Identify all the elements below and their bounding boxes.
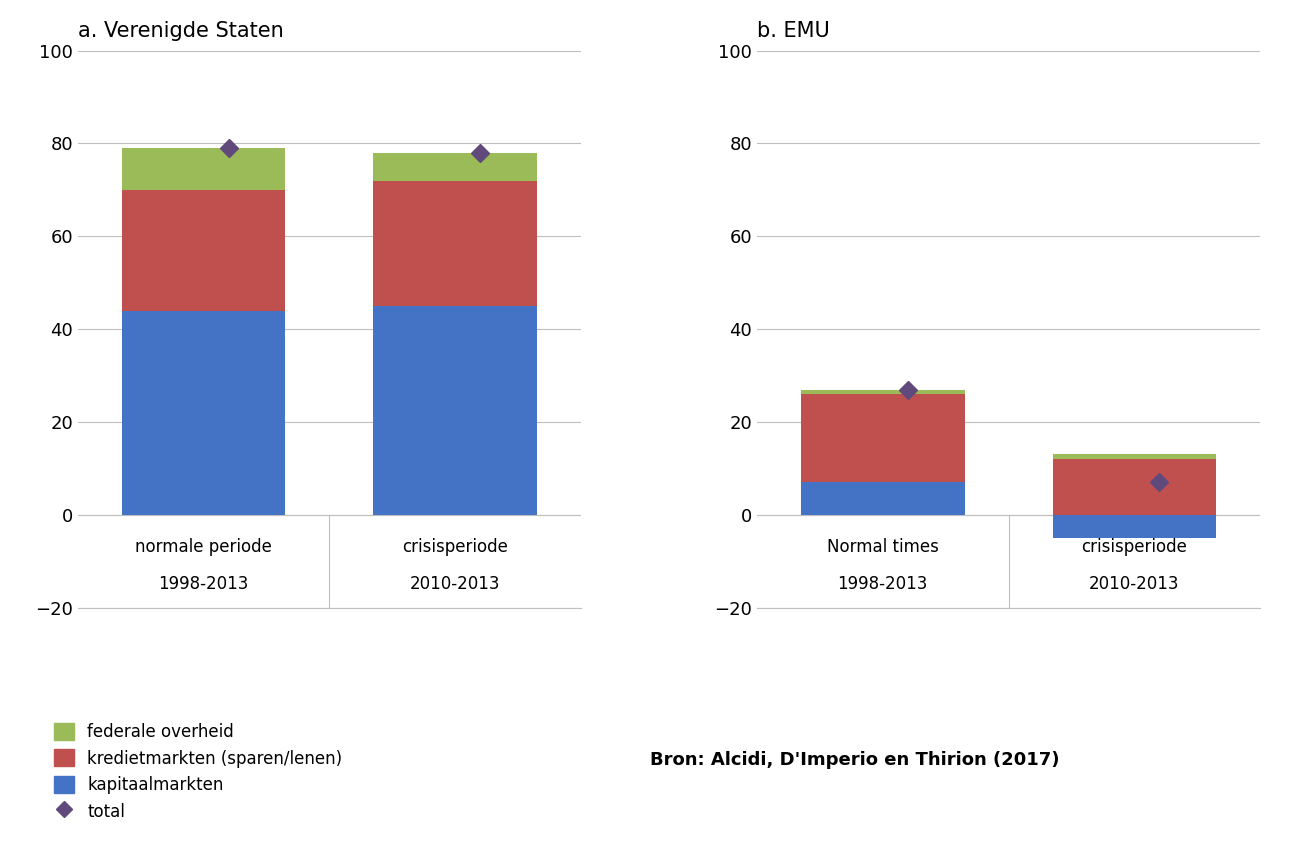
Text: crisisperiode: crisisperiode [1081,538,1187,556]
Text: 1998-2013: 1998-2013 [158,576,249,593]
Text: 2010-2013: 2010-2013 [410,576,500,593]
Text: normale periode: normale periode [135,538,271,556]
Text: b. EMU: b. EMU [757,21,830,41]
Bar [801,394,964,483]
Bar [1052,515,1216,538]
Text: a. Verenigde Staten: a. Verenigde Staten [78,21,283,41]
Bar [801,483,964,515]
Bar [122,190,286,311]
Bar [122,311,286,515]
Legend: federale overheid, kredietmarkten (sparen/lenen), kapitaalmarkten, total: federale overheid, kredietmarkten (spare… [47,717,349,827]
Bar [374,153,536,181]
Text: 1998-2013: 1998-2013 [838,576,927,593]
Bar [374,306,536,515]
Bar [1052,459,1216,515]
Text: Bron: Alcidi, D'Imperio en Thirion (2017): Bron: Alcidi, D'Imperio en Thirion (2017… [650,750,1059,769]
Text: crisisperiode: crisisperiode [403,538,508,556]
Bar [1052,455,1216,459]
Bar [801,390,964,394]
Bar [374,181,536,306]
Text: Normal times: Normal times [827,538,939,556]
Text: 2010-2013: 2010-2013 [1089,576,1179,593]
Bar [122,149,286,190]
